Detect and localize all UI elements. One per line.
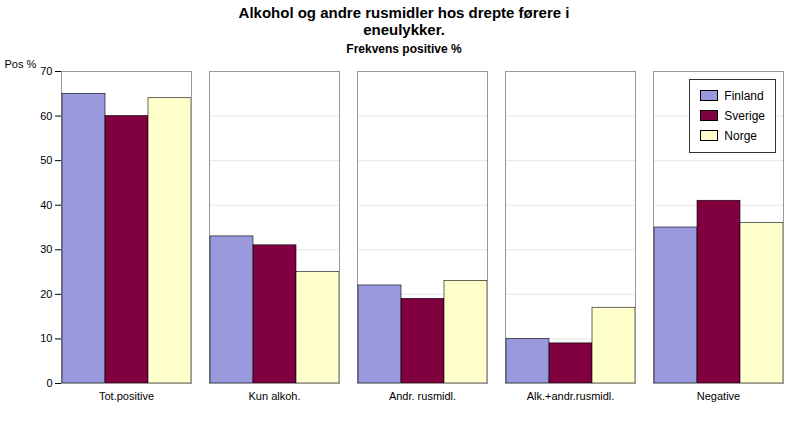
svg-text:Kun alkoh.: Kun alkoh. — [249, 390, 301, 402]
html-text:Norge: Norge — [724, 128, 757, 143]
svg-text:Negative: Negative — [697, 390, 740, 402]
svg-text:0: 0 — [46, 377, 52, 389]
html-text:Frekvens positive %: Frekvens positive % — [346, 41, 462, 56]
svg-text:50: 50 — [40, 154, 52, 166]
svg-text:40: 40 — [40, 198, 52, 210]
svg-text:60: 60 — [40, 109, 52, 121]
svg-text:70: 70 — [40, 65, 52, 77]
svg-text:Alk.+andr.rusmidl.: Alk.+andr.rusmidl. — [527, 390, 615, 402]
svg-text:Andr. rusmidl.: Andr. rusmidl. — [389, 390, 456, 402]
svg-text:20: 20 — [40, 287, 52, 299]
html-text:Alkohol og andre rusmidler hos: Alkohol og andre rusmidler hos drepte fø… — [238, 4, 570, 39]
svg-text:Pos %: Pos % — [5, 58, 37, 70]
svg-text:Tot.positive: Tot.positive — [99, 390, 154, 402]
svg-text:30: 30 — [40, 243, 52, 255]
html-text:Sverige: Sverige — [724, 108, 765, 123]
html-text:Finland: Finland — [724, 88, 764, 103]
svg-text:10: 10 — [40, 332, 52, 344]
